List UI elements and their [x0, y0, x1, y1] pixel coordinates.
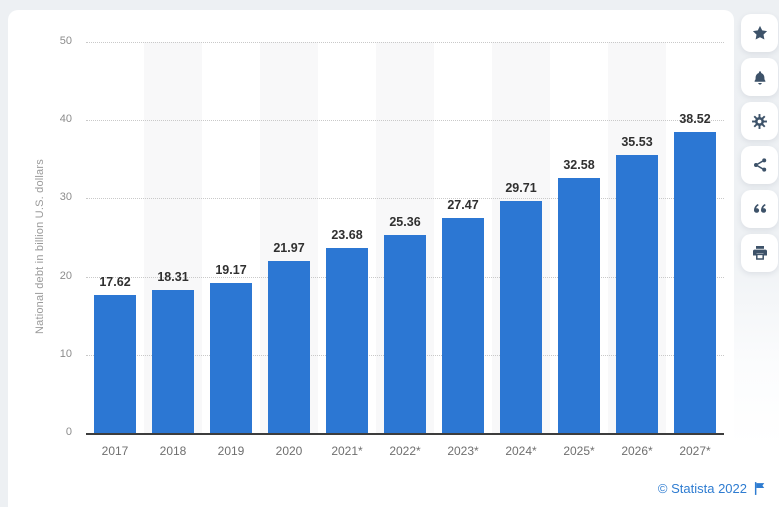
gridline — [86, 120, 724, 122]
gear-icon — [751, 113, 768, 130]
copyright-text: © Statista 2022 — [657, 481, 747, 496]
bar-value-label: 23.68 — [331, 227, 363, 242]
bar-value-label: 27.47 — [447, 198, 479, 213]
x-axis-label: 2022* — [389, 444, 421, 458]
bell-icon — [752, 69, 768, 85]
bar-value-label: 18.31 — [157, 269, 189, 284]
y-tick-label: 30 — [59, 191, 72, 204]
copyright-link[interactable]: © Statista 2022 — [658, 481, 765, 496]
bar-value-label: 35.53 — [621, 135, 653, 150]
bar-value-label: 19.17 — [215, 263, 247, 278]
quote-icon — [752, 201, 768, 217]
bar[interactable] — [616, 155, 658, 433]
flag-icon — [754, 482, 765, 495]
star-icon — [752, 25, 768, 41]
gridline — [86, 42, 724, 43]
bar-value-label: 32.58 — [563, 158, 595, 173]
star-button[interactable] — [741, 14, 778, 52]
x-axis-label: 2021* — [331, 444, 363, 458]
bar-value-label: 29.71 — [505, 180, 537, 195]
bar[interactable] — [152, 289, 194, 433]
x-axis-line — [86, 433, 724, 435]
y-tick-label: 20 — [59, 269, 72, 282]
bar-value-label: 17.62 — [99, 275, 131, 290]
x-axis-label: 2025* — [563, 444, 595, 458]
gear-button[interactable] — [741, 102, 778, 140]
x-axis-label: 2020 — [275, 444, 303, 458]
bar[interactable] — [500, 200, 542, 433]
x-axis-label: 2018 — [159, 444, 187, 458]
bar[interactable] — [326, 247, 368, 433]
quote-button[interactable] — [741, 190, 778, 228]
printer-button[interactable] — [741, 234, 778, 272]
chart-card: National debt in billion U.S. dollars 0 1… — [8, 10, 734, 507]
y-tick-label: 10 — [59, 347, 72, 360]
bar[interactable] — [210, 283, 252, 433]
x-axis-label: 2023* — [447, 444, 479, 458]
bar[interactable] — [558, 178, 600, 433]
x-axis-label: 2026* — [621, 444, 653, 458]
bell-button[interactable] — [741, 58, 778, 96]
x-axis-label: 2017 — [101, 444, 129, 458]
share-icon — [752, 157, 768, 173]
bar-value-label: 38.52 — [679, 111, 711, 126]
gridline — [86, 198, 724, 200]
bar[interactable] — [384, 234, 426, 433]
y-tick-label: 0 — [65, 426, 72, 438]
bar[interactable] — [442, 218, 484, 433]
bar[interactable] — [94, 295, 136, 433]
y-tick-label: 50 — [59, 35, 72, 47]
y-tick-label: 40 — [59, 113, 72, 126]
x-axis-label: 2024* — [505, 444, 537, 458]
bar[interactable] — [674, 131, 716, 433]
bar-value-label: 25.36 — [389, 214, 421, 229]
bar-value-label: 21.97 — [273, 241, 305, 256]
x-axis-label: 2027* — [679, 444, 711, 458]
bar[interactable] — [268, 261, 310, 433]
printer-icon — [752, 245, 768, 261]
x-axis-label: 2019 — [217, 444, 245, 458]
y-axis-title: National debt in billion U.S. dollars — [34, 159, 46, 335]
share-button[interactable] — [741, 146, 778, 184]
